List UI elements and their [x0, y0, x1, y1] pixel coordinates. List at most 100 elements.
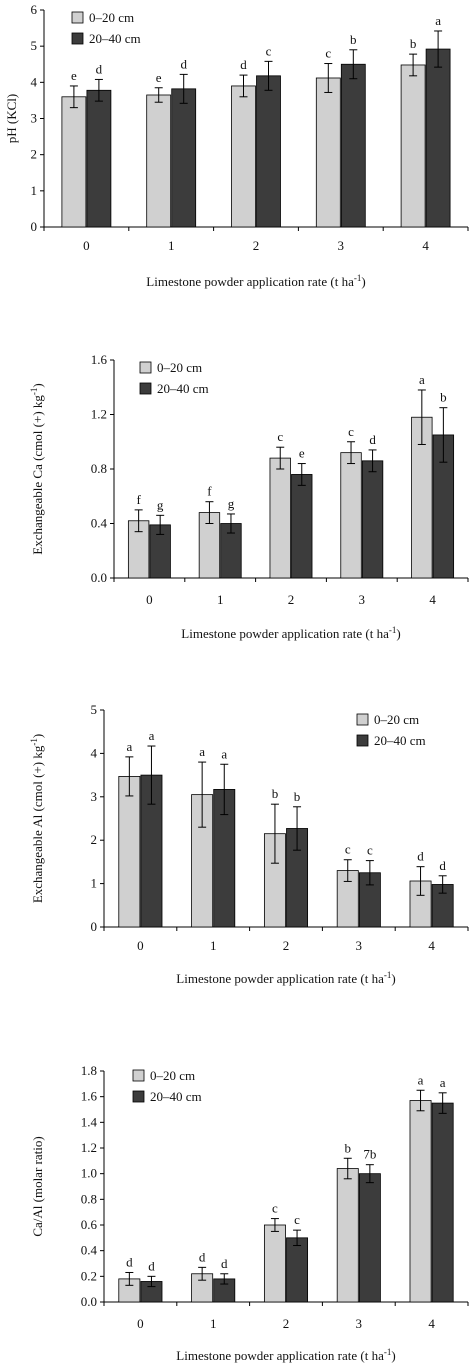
significance-letter: c: [277, 429, 283, 444]
significance-letter: c: [325, 46, 331, 61]
bar-s2-cat-4: [425, 48, 451, 228]
x-tick-label: 2: [253, 238, 260, 253]
x-tick-label: 4: [428, 938, 435, 953]
bar-s2-cat-2: [256, 75, 281, 228]
significance-letter: c: [345, 842, 351, 857]
significance-letter: e: [71, 68, 77, 83]
chart-panel-4: 0.00.20.40.60.81.01.21.41.61.8d d0d d1cc2b…: [30, 1063, 469, 1363]
bar-s1-cat-3: [340, 452, 362, 579]
bar-s1-cat-1: [146, 94, 172, 228]
y-tick-label: 4: [31, 74, 38, 89]
significance-letter: b: [272, 786, 279, 801]
y-tick-label: 3: [31, 111, 38, 126]
x-tick-label: 1: [210, 1316, 217, 1331]
y-tick-label: 0: [31, 219, 38, 234]
legend-swatch-1: [356, 713, 369, 726]
significance-letter: d: [180, 56, 187, 71]
y-axis-title: pH (KCl): [4, 94, 19, 143]
y-tick-label: 5: [91, 702, 98, 717]
x-axis-title: Limestone powder application rate (t ha-…: [176, 1347, 395, 1363]
bar-s2-cat-3: [358, 1173, 381, 1303]
legend-swatch-2: [132, 1090, 145, 1103]
legend-label-1: 0–20 cm: [150, 1068, 195, 1083]
y-tick-label: 1: [91, 876, 98, 891]
x-tick-label: 3: [356, 1316, 363, 1331]
y-tick-label: 1.2: [81, 1140, 97, 1155]
significance-letter: 7b: [363, 1147, 376, 1162]
y-axis-title: Exchangeable Al (cmol (+) kg-1): [29, 734, 45, 903]
bar-s1-cat-0: [118, 776, 141, 928]
y-tick-label: 0.8: [81, 1191, 97, 1206]
bar-s2-cat-1: [171, 88, 197, 228]
significance-letter: c: [272, 1201, 278, 1216]
y-tick-label: 0.0: [81, 1294, 97, 1309]
bar-s2-cat-4: [431, 1102, 454, 1303]
bar-s2-cat-3: [361, 460, 384, 579]
legend-label-1: 0–20 cm: [157, 360, 202, 375]
bar-s1-cat-4: [409, 1100, 432, 1303]
significance-letter: c: [294, 1212, 300, 1227]
significance-letter: a: [440, 1075, 446, 1090]
significance-letter: d: [126, 1254, 133, 1269]
significance-letter: d: [148, 1258, 155, 1273]
bar-s2-cat-2: [286, 1237, 309, 1303]
x-tick-label: 2: [283, 1316, 290, 1331]
x-tick-label: 0: [83, 238, 90, 253]
bar-s1-cat-2: [269, 457, 291, 579]
y-tick-label: 0.2: [81, 1268, 97, 1283]
chart-panel-1: 0 1 2 3 4 5 6 e d 0 e d 1 d c 2 c b 3 b a 4 Limestone powder a…: [4, 2, 469, 289]
x-tick-label: 4: [428, 1316, 435, 1331]
significance-letter: b: [294, 789, 301, 804]
y-tick-label: 0.6: [81, 1217, 98, 1232]
y-tick-label: 1.2: [91, 407, 107, 422]
significance-letter: c: [367, 843, 373, 858]
significance-letter: e: [299, 446, 305, 461]
significance-letter: b: [440, 390, 447, 405]
y-tick-label: 0.4: [91, 516, 108, 531]
x-tick-label: 0: [137, 938, 144, 953]
x-tick-label: 4: [429, 592, 436, 607]
y-tick-label: 6: [31, 2, 38, 17]
y-tick-label: 1.6: [91, 352, 108, 367]
significance-letter: e: [156, 70, 162, 85]
x-axis-title: Limestone powder application rate (t ha-…: [181, 625, 400, 641]
significance-letter: a: [149, 728, 155, 743]
y-tick-label: 0.4: [81, 1243, 98, 1258]
significance-letter: d: [221, 1256, 228, 1271]
significance-letter: a: [419, 372, 425, 387]
y-tick-label: 0: [91, 919, 98, 934]
y-tick-label: 4: [91, 745, 98, 760]
bar-s1-cat-2: [231, 85, 256, 228]
y-tick-label: 1.8: [81, 1063, 97, 1078]
significance-letter: d: [96, 61, 103, 76]
y-axis-title: Exchangeable Ca (cmol (+) kg-1): [29, 383, 45, 555]
legend-label-2: 20–40 cm: [374, 733, 426, 748]
legend-label-1: 0–20 cm: [374, 712, 419, 727]
legend-label-2: 20–40 cm: [89, 31, 141, 46]
significance-letter: g: [157, 497, 164, 512]
x-tick-label: 0: [146, 592, 153, 607]
y-tick-label: 2: [31, 147, 38, 162]
significance-letter: f: [136, 492, 141, 507]
bar-s1-cat-2: [263, 1224, 286, 1303]
y-tick-label: 1.0: [81, 1166, 97, 1181]
legend: 0–20 cm 20–40 cm: [356, 712, 426, 748]
chart-panel-2: 0.00.40.81.21.6f g0fg1ce2cd3ab4Limestone …: [29, 352, 469, 641]
chart-panel-3: 0 1 2 3 4 5 a a 0 a a 1 b b 2 c c 3 dd 4 Limestone powder ap…: [29, 702, 469, 986]
x-tick-label: 1: [210, 938, 217, 953]
y-tick-label: 0.8: [91, 461, 107, 476]
significance-letter: d: [199, 1249, 206, 1264]
x-tick-label: 2: [288, 592, 295, 607]
significance-letter: d: [439, 858, 446, 873]
significance-letter: b: [410, 36, 417, 51]
legend-swatch-2: [139, 382, 152, 395]
legend-label-2: 20–40 cm: [150, 1089, 202, 1104]
significance-letter: b: [350, 32, 357, 47]
significance-letter: c: [348, 424, 354, 439]
significance-letter: d: [417, 849, 424, 864]
y-tick-label: 3: [91, 789, 98, 804]
x-tick-label: 1: [168, 238, 175, 253]
bar-s2-cat-3: [340, 63, 366, 228]
legend-swatch-1: [132, 1069, 145, 1082]
legend-label-1: 0–20 cm: [89, 10, 134, 25]
